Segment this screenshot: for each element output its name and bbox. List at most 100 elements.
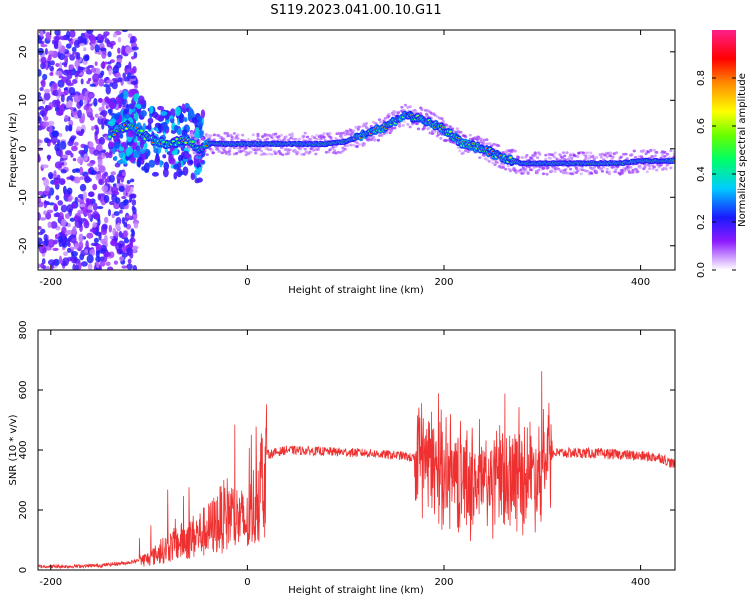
spectral-halo [590, 172, 594, 175]
spectrogram-x-axis-title: Height of straight line (km) [288, 285, 424, 296]
spectral-halo [599, 155, 603, 159]
spectral-blob [79, 176, 85, 181]
spectral-halo [440, 117, 444, 121]
spectral-blob [65, 229, 73, 235]
spectral-blob [95, 126, 100, 135]
spectral-blob [72, 79, 78, 84]
spectral-blob [151, 111, 159, 118]
spectral-halo [425, 113, 429, 116]
spectral-blob [38, 197, 41, 204]
spectral-halo [650, 155, 654, 158]
snr-y-axis-title: SNR (10 * v/v) [8, 414, 19, 485]
spectral-blob [113, 260, 119, 265]
spectral-blob [71, 251, 78, 257]
spectral-halo [387, 112, 391, 116]
spectral-halo [672, 155, 675, 159]
spectral-blob [40, 44, 48, 48]
spectrogram-y-ticks: -20 -10 0 10 20 [18, 45, 675, 254]
spectral-blob [163, 161, 170, 171]
spectral-blob [117, 222, 121, 230]
spectral-blob [61, 62, 68, 66]
spectral-halo [397, 124, 402, 128]
spectral-blob [92, 221, 97, 228]
spectral-halo [633, 155, 638, 159]
spectral-blob [47, 120, 55, 126]
spectral-halo [607, 172, 612, 176]
spectral-blob [129, 89, 138, 95]
spectral-blob [90, 125, 95, 131]
spectral-blob [65, 213, 70, 219]
spectral-halo [441, 119, 445, 123]
spectral-halo [659, 163, 664, 167]
spectral-blob [136, 103, 142, 110]
spectral-blob [43, 92, 51, 101]
spectral-blob [132, 265, 138, 270]
spectral-halo [602, 165, 606, 169]
spectral-blob [109, 82, 114, 87]
spectral-blob [92, 183, 98, 191]
spectral-blob [47, 259, 56, 266]
spectral-halo [228, 147, 232, 151]
spectral-halo [202, 138, 206, 142]
spectral-blob [115, 197, 121, 204]
spectral-halo [481, 141, 485, 145]
spectral-blob [186, 153, 191, 159]
spectral-halo [264, 152, 268, 156]
y-tick-label: 20 [18, 45, 29, 58]
spectral-blob [86, 232, 94, 239]
spectral-halo [648, 167, 652, 171]
spectral-halo [615, 151, 619, 155]
spectral-halo [565, 151, 569, 155]
spectral-blob [169, 115, 174, 120]
spectral-halo [485, 158, 489, 161]
spectral-blob [115, 61, 122, 69]
spectrogram-y-axis-title: Frequency (Hz) [8, 112, 19, 188]
figure-title: S119.2023.041.00.10.G11 [270, 3, 441, 18]
spectral-halo [251, 133, 255, 137]
x-tick-label: 0 [244, 277, 250, 288]
spectral-blob [79, 203, 85, 208]
spectral-halo [328, 148, 332, 152]
spectral-blob [65, 43, 72, 49]
spectral-blob [85, 209, 93, 213]
spectral-blob [40, 56, 47, 64]
spectral-blob [139, 139, 144, 149]
spectral-blob [38, 153, 41, 163]
y-tick-label: 600 [18, 380, 29, 399]
spectral-halo [400, 105, 404, 109]
spectral-blob [47, 50, 55, 55]
spectral-blob [115, 217, 122, 226]
spectral-halo [415, 122, 419, 126]
spectral-blob [71, 46, 77, 53]
spectral-blob [61, 226, 67, 234]
spectral-halo [191, 133, 195, 137]
spectral-blob [40, 62, 46, 70]
spectral-halo [669, 166, 673, 170]
x-tick-label: -200 [39, 277, 62, 288]
spectral-halo [327, 150, 331, 154]
spectral-blob [73, 94, 80, 103]
spectral-blob [99, 47, 107, 52]
spectral-halo [265, 137, 270, 141]
spectral-halo [281, 153, 285, 157]
spectral-halo [357, 125, 362, 129]
spectral-blob [107, 209, 112, 217]
spectral-halo [402, 119, 406, 123]
colorbar-tick-label: 0.6 [696, 118, 707, 134]
spectral-halo [589, 151, 593, 155]
spectral-blob [140, 110, 147, 117]
colorbar: 0.0 0.2 0.4 0.6 0.8 Normalized spectral ampl… [696, 30, 748, 278]
spectral-blob [129, 178, 135, 183]
spectral-blob [108, 267, 112, 270]
spectral-blob [54, 233, 59, 240]
spectral-halo [655, 168, 659, 172]
spectral-blob [100, 62, 106, 69]
spectral-halo [284, 135, 288, 138]
spectral-halo [487, 159, 491, 163]
spectral-halo [480, 138, 484, 142]
spectral-blob [58, 61, 63, 70]
spectral-blob [74, 264, 79, 270]
spectral-halo [291, 137, 295, 141]
spectral-halo [401, 124, 405, 127]
spectral-halo [541, 172, 546, 176]
